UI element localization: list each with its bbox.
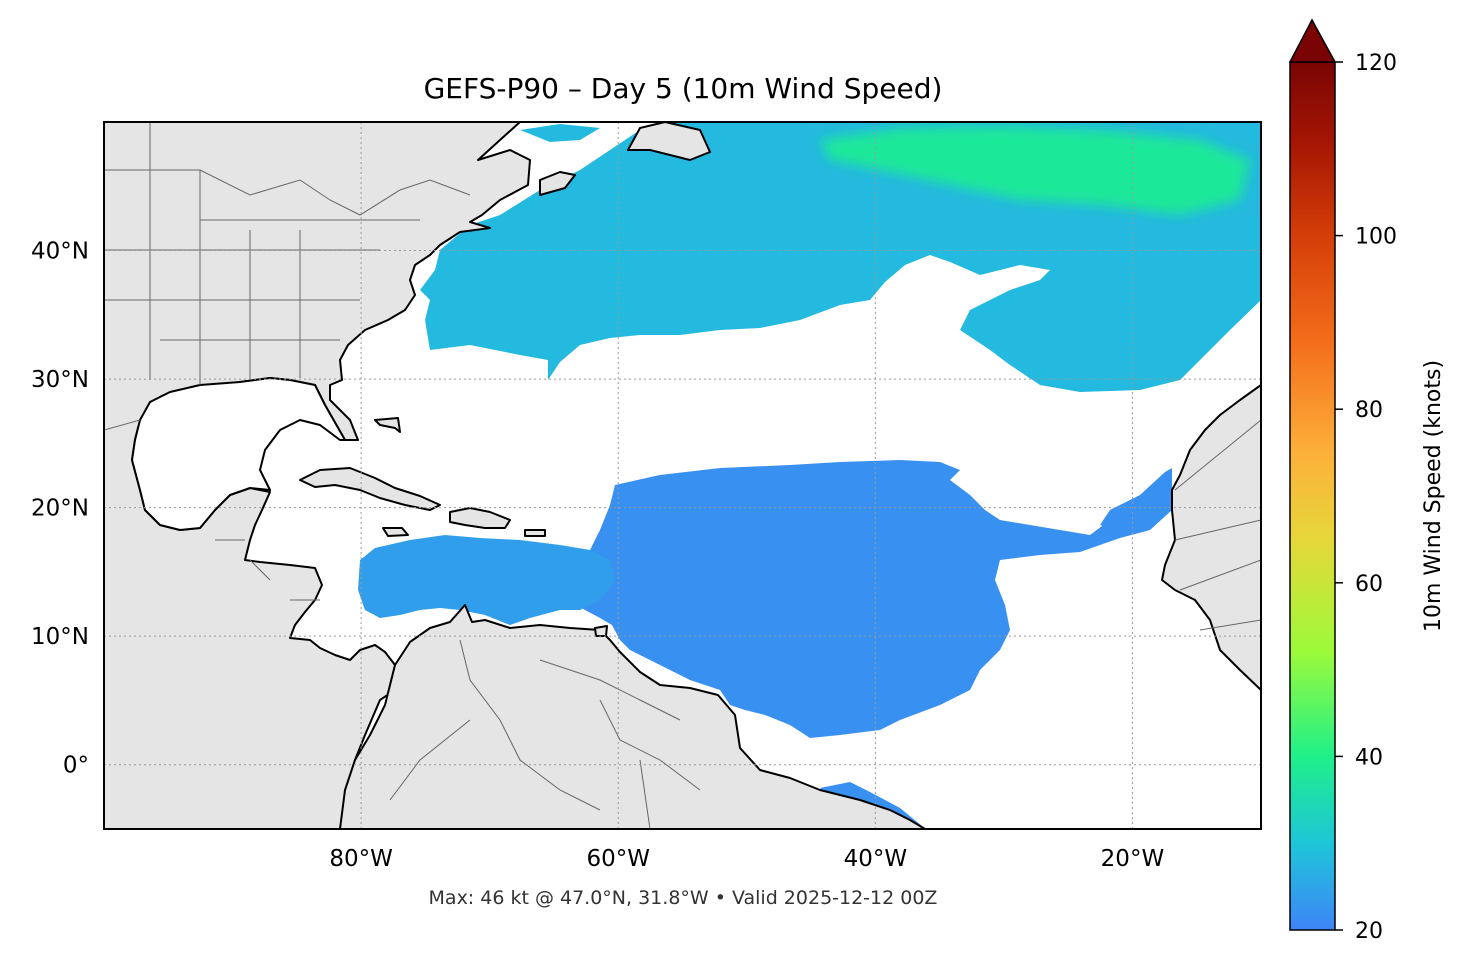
nova-scotia [539, 171, 576, 196]
trade-wind-region [570, 460, 1172, 738]
africa [1161, 384, 1261, 691]
africa-lines [1174, 419, 1261, 631]
map-panel [104, 122, 1261, 829]
colorbar-tick-label: 60 [1355, 572, 1383, 597]
colorbar-tick-label: 80 [1355, 398, 1383, 423]
puerto-rico [524, 529, 546, 537]
hispaniola [449, 507, 511, 529]
land-masses [104, 122, 1261, 829]
bahamas [374, 417, 401, 433]
us-state-lines-2 [104, 219, 420, 341]
longitude-tick-label: 40°W [844, 846, 908, 872]
latitude-tick-label: 10°N [31, 624, 89, 650]
colorbar-tick-label: 100 [1355, 225, 1397, 250]
trinidad [594, 625, 608, 637]
max-wind-footer: Max: 46 kt @ 47.0°N, 31.8°W • Valid 2025… [429, 887, 938, 909]
map-frame [103, 121, 1262, 830]
african-coast-band [1100, 468, 1172, 530]
caribbean-jet [358, 535, 615, 625]
colorbar-scale [1289, 61, 1336, 931]
colorbar-extend-arrow [1288, 18, 1337, 63]
colorbar: 20 40 60 80 100 120 10m Wind Speed (knots) [1288, 18, 1446, 944]
wind-speed-shading [225, 122, 1261, 826]
colorbar-tick-label: 120 [1355, 51, 1397, 76]
longitude-tick-label: 20°W [1101, 846, 1165, 872]
latitude-tick-label: 30°N [31, 367, 89, 393]
south-america-lines [389, 639, 701, 829]
colorbar-label: 10m Wind Speed (knots) [1421, 360, 1446, 632]
gulf-of-st-lawrence-patch [520, 124, 600, 142]
map-title: GEFS-P90 – Day 5 (10m Wind Speed) [424, 72, 943, 105]
central-america-lines [215, 539, 320, 601]
colorbar-tick-label: 20 [1355, 919, 1383, 944]
latitude-tick-label: 40°N [31, 239, 89, 265]
us-canada-border [104, 169, 471, 216]
yucatan-florida-fill [104, 122, 240, 430]
longitude-tick-label: 60°W [586, 846, 650, 872]
latitude-tick-labels: 40°N 30°N 20°N 10°N 0° [31, 239, 89, 779]
latitude-tick-label: 20°N [31, 496, 89, 522]
newfoundland [627, 122, 711, 161]
latitude-tick-label: 0° [63, 753, 89, 779]
north-atlantic-core [820, 126, 1250, 215]
colorbar-tick-label: 40 [1355, 745, 1383, 770]
jamaica [382, 527, 409, 537]
south-america [339, 604, 926, 829]
longitude-tick-label: 80°W [329, 846, 393, 872]
mexico-us-border [104, 419, 141, 431]
colorbar-ticks: 20 40 60 80 100 120 [1335, 51, 1397, 944]
longitude-tick-labels: 80°W 60°W 40°W 20°W [329, 846, 1164, 872]
